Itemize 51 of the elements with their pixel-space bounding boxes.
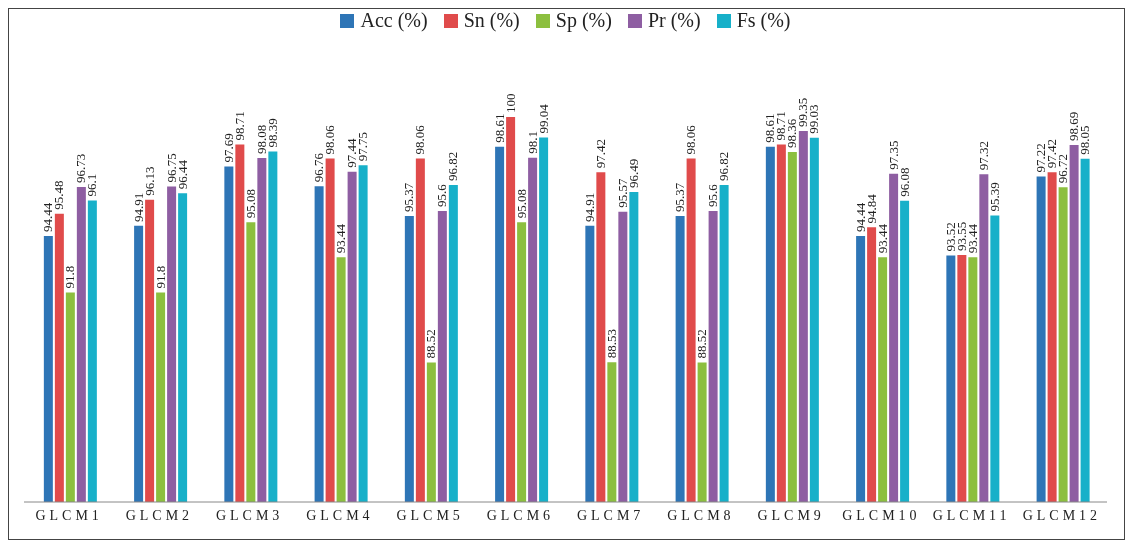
data-label: 88.52 [694, 329, 710, 359]
data-label: 98.06 [322, 124, 338, 155]
legend-label: Sp (%) [554, 9, 612, 32]
data-label: 91.8 [62, 265, 78, 289]
data-label: 95.08 [513, 188, 529, 219]
data-label: 95.37 [401, 182, 417, 213]
x-tick-label: GLCM4 [306, 507, 374, 523]
x-tick-label: GLCM5 [396, 507, 464, 523]
legend-label: Pr (%) [646, 9, 701, 32]
data-label: 93.44 [874, 223, 890, 254]
data-label: 98.06 [683, 124, 699, 155]
x-tick-label: GLCM3 [215, 507, 284, 523]
data-label: 95.39 [986, 182, 1002, 212]
data-label: 97.32 [975, 141, 991, 171]
data-label: 98.08 [253, 124, 269, 155]
data-label: 94.44 [852, 202, 868, 232]
data-label: 93.52 [942, 222, 958, 252]
x-tick-label: GLCM11 [932, 507, 1011, 523]
data-label: 95.37 [672, 182, 688, 213]
x-tick-label: GLCM1 [35, 507, 103, 523]
data-label: 95.6 [705, 183, 721, 208]
data-label: 96.82 [716, 151, 732, 182]
x-tick-label: GLCM12 [1022, 507, 1102, 523]
data-label: 96.75 [163, 153, 179, 183]
data-label: 88.53 [603, 329, 619, 359]
x-tick-label: GLCM7 [576, 507, 645, 523]
data-label: 94.91 [130, 192, 146, 222]
legend-label: Fs (%) [735, 9, 791, 32]
data-label: 98.06 [412, 124, 428, 155]
data-label: 96.82 [445, 151, 461, 182]
data-label: 91.8 [152, 265, 168, 289]
x-tick-label: GLCM8 [667, 507, 735, 523]
x-tick-label: GLCM6 [486, 507, 555, 523]
data-label: 96.76 [311, 152, 327, 183]
data-label: 88.52 [423, 329, 439, 359]
data-label: 97.69 [220, 133, 236, 163]
x-tick-label: GLCM2 [125, 507, 194, 523]
legend-label: Acc (%) [359, 9, 428, 32]
data-label: 95.08 [242, 188, 258, 219]
legend-label: Sn (%) [462, 9, 520, 32]
x-tick-label: GLCM9 [757, 507, 825, 523]
data-label: 97.42 [592, 138, 608, 169]
x-tick-label: GLCM10 [842, 507, 921, 523]
data-label: 94.91 [581, 192, 597, 222]
data-label: 97.35 [885, 140, 901, 170]
data-label: 98.61 [491, 113, 507, 143]
data-label: 98.1 [524, 130, 540, 154]
data-label: 93.44 [333, 223, 349, 254]
data-label: 95.6 [434, 183, 450, 208]
data-label: 100 [502, 93, 518, 113]
data-label: 95.57 [614, 178, 630, 208]
